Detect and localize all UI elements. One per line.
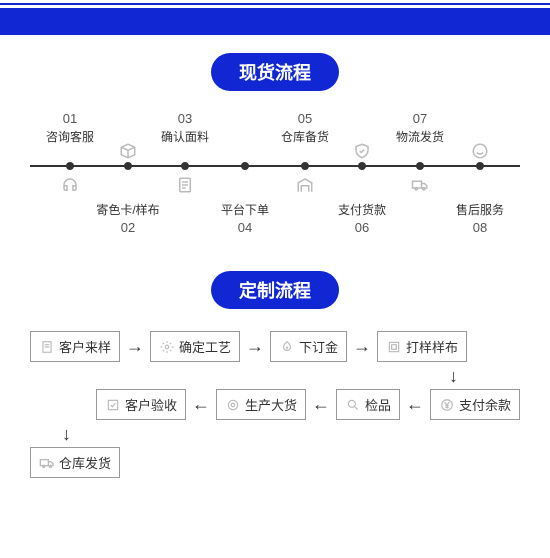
- flow-step-label: 下订金: [299, 337, 338, 356]
- flow-step: 打样样布: [377, 331, 467, 362]
- flow-step-label: 客户验收: [125, 395, 177, 414]
- flow-step-label: 确定工艺: [179, 337, 231, 356]
- timeline-step-bottom: 平台下单 04: [221, 201, 269, 235]
- shield-icon: [352, 141, 372, 161]
- warehouse-icon: [295, 175, 315, 195]
- timeline-dot: [301, 162, 309, 170]
- step-number: 04: [221, 220, 269, 235]
- flow-row-2: 支付余款 ← 检品 ← 生产大货 ← 客户验收: [30, 389, 520, 420]
- truck-icon: [39, 454, 55, 472]
- flow-arrow: →: [126, 336, 144, 357]
- timeline-step-top: 01 咨询客服: [46, 111, 94, 145]
- flow-row-1: 客户来样 → 确定工艺 → 下订金 → 打样样布: [30, 331, 520, 362]
- step-label: 仓库备货: [281, 128, 329, 145]
- step-number: 02: [96, 220, 159, 235]
- flow-step-label: 打样样布: [406, 337, 458, 356]
- flow-arrow: ←: [406, 394, 424, 415]
- timeline-dot: [476, 162, 484, 170]
- smile-icon: [470, 141, 490, 161]
- custom-section-header: 定制流程: [0, 253, 550, 321]
- step-label: 支付货款: [338, 201, 386, 218]
- flow-row-3: 仓库发货: [30, 447, 520, 478]
- doc-icon: [39, 340, 55, 354]
- flow-step-label: 生产大货: [245, 395, 297, 414]
- timeline-dot: [241, 162, 249, 170]
- flow-arrow-down-2: ↓: [30, 424, 520, 445]
- step-number: 03: [161, 111, 209, 126]
- timeline-step-bottom: 售后服务 08: [456, 201, 504, 235]
- stock-timeline: 01 咨询客服 03 确认面料 05 仓库备货 07 物流发货寄色卡/样布 02 平台下单 04 支付…: [0, 103, 550, 253]
- timeline-line: [30, 165, 520, 167]
- flow-step: 确定工艺: [150, 331, 240, 362]
- truck-icon: [410, 175, 430, 195]
- timeline-step-bottom: 寄色卡/样布 02: [96, 201, 159, 235]
- timeline-step-top: 07 物流发货: [396, 111, 444, 145]
- sample-icon: [386, 340, 402, 354]
- flow-step: 客户来样: [30, 331, 120, 362]
- stock-section-header: 现货流程: [0, 35, 550, 103]
- flow-step: 支付余款: [430, 389, 520, 420]
- flow-step-label: 客户来样: [59, 337, 111, 356]
- flow-step: 仓库发货: [30, 447, 120, 478]
- flow-step-label: 仓库发货: [59, 453, 111, 472]
- timeline-dot: [358, 162, 366, 170]
- timeline-dot: [66, 162, 74, 170]
- yen-icon: [439, 398, 455, 412]
- stock-pill: 现货流程: [211, 53, 339, 91]
- box-icon: [118, 141, 138, 161]
- flow-arrow: ←: [192, 394, 210, 415]
- search-icon: [345, 398, 361, 412]
- step-label: 平台下单: [221, 201, 269, 218]
- flow-step-label: 检品: [365, 395, 391, 414]
- step-label: 售后服务: [456, 201, 504, 218]
- check-icon: [105, 398, 121, 412]
- factory-icon: [225, 398, 241, 412]
- flow-arrow-down-1: ↓: [30, 366, 520, 387]
- form-icon: [175, 175, 195, 195]
- timeline-dot: [181, 162, 189, 170]
- step-number: 05: [281, 111, 329, 126]
- custom-flowchart: 客户来样 → 确定工艺 → 下订金 → 打样样布 ↓ 支付余款 ← 检品 ← 生产大货 ← 客户验收 ↓…: [0, 321, 550, 496]
- flow-step-label: 支付余款: [459, 395, 511, 414]
- money-icon: [279, 340, 295, 354]
- step-number: 08: [456, 220, 504, 235]
- timeline-step-top: 03 确认面料: [161, 111, 209, 145]
- timeline-step-bottom: 支付货款 06: [338, 201, 386, 235]
- step-number: 07: [396, 111, 444, 126]
- custom-pill: 定制流程: [211, 271, 339, 309]
- step-label: 寄色卡/样布: [96, 201, 159, 218]
- flow-step: 下订金: [270, 331, 347, 362]
- headset-icon: [60, 175, 80, 195]
- page-header: 购物/定制流程: [0, 8, 550, 35]
- timeline-dot: [124, 162, 132, 170]
- step-number: 06: [338, 220, 386, 235]
- flow-arrow: →: [353, 336, 371, 357]
- timeline-step-top: 05 仓库备货: [281, 111, 329, 145]
- flow-step: 客户验收: [96, 389, 186, 420]
- step-label: 咨询客服: [46, 128, 94, 145]
- flow-arrow: →: [246, 336, 264, 357]
- gear-icon: [159, 340, 175, 354]
- timeline-dot: [416, 162, 424, 170]
- step-label: 物流发货: [396, 128, 444, 145]
- flow-arrow: ←: [312, 394, 330, 415]
- flow-step: 生产大货: [216, 389, 306, 420]
- header-title: 购物/定制流程: [155, 0, 395, 12]
- step-label: 确认面料: [161, 128, 209, 145]
- step-number: 01: [46, 111, 94, 126]
- flow-step: 检品: [336, 389, 400, 420]
